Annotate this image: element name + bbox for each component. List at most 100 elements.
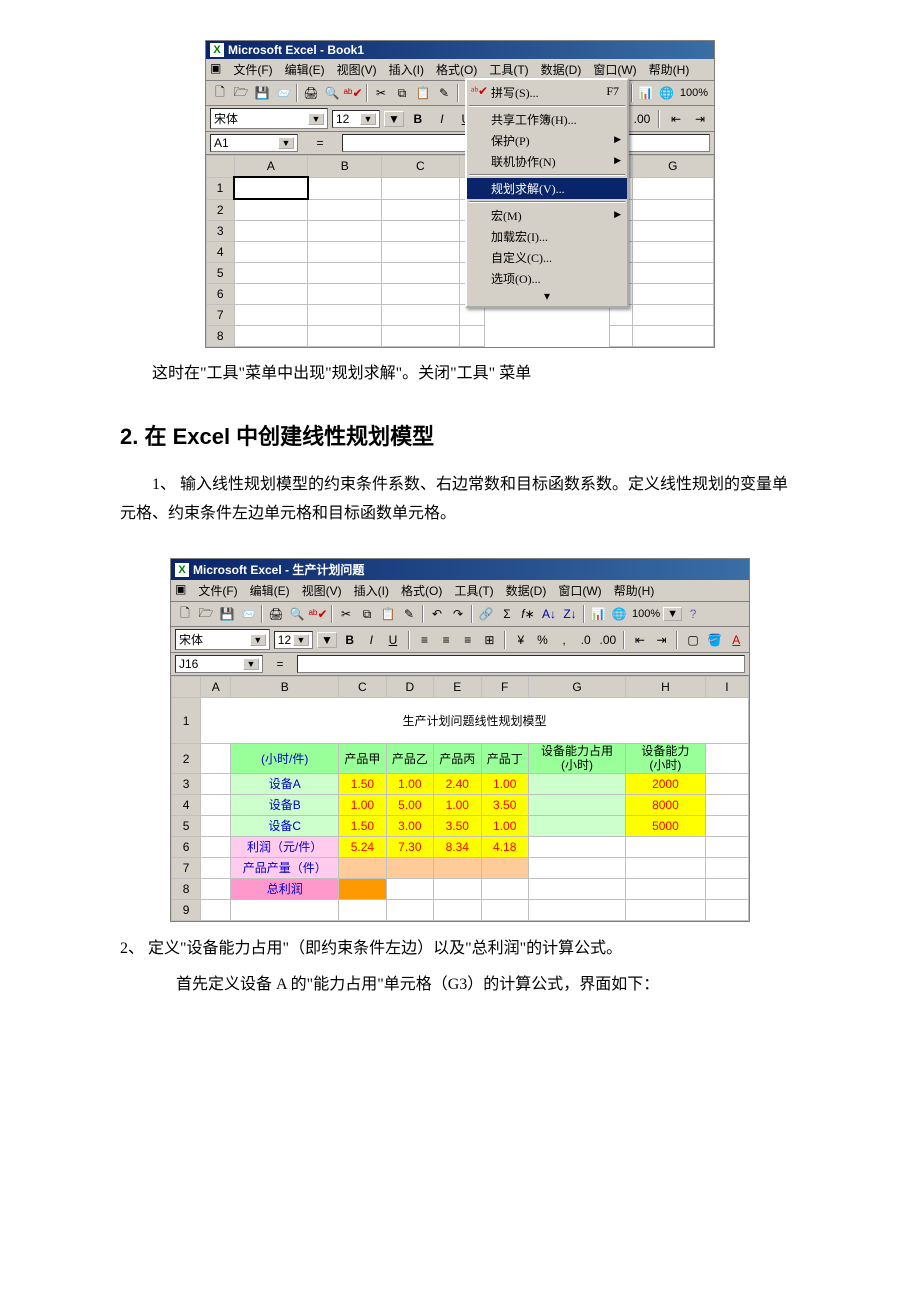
zoom-value[interactable]: 100% [678, 87, 710, 99]
menu-item-online[interactable]: 联机协作(N) [467, 151, 627, 172]
col-header[interactable]: A [201, 677, 231, 698]
paste-icon[interactable]: 📋 [378, 604, 398, 624]
underline-icon[interactable]: U [384, 630, 402, 650]
save-icon[interactable]: 💾 [217, 604, 237, 624]
cell-ref-box[interactable]: A1▼ [210, 134, 298, 152]
row-header[interactable]: 6 [172, 836, 201, 857]
indent-dec-icon[interactable]: ⇤ [631, 630, 649, 650]
menu-edit[interactable]: 编辑(E) [245, 581, 295, 600]
italic-icon[interactable]: I [432, 109, 452, 129]
italic-icon[interactable]: I [363, 630, 381, 650]
dec-decimal-icon[interactable]: .00 [632, 109, 652, 129]
menu-window[interactable]: 窗口(W) [553, 581, 606, 600]
row-header[interactable]: 5 [207, 263, 235, 284]
menu-insert[interactable]: 插入(I) [349, 581, 394, 600]
map-icon[interactable]: 🌐 [657, 83, 677, 103]
hyperlink-icon[interactable]: 🔗 [476, 604, 496, 624]
align-left-icon[interactable]: ≡ [416, 630, 434, 650]
row-header[interactable]: 3 [172, 773, 201, 794]
col-header[interactable]: D [386, 677, 433, 698]
row-header[interactable]: 7 [172, 857, 201, 878]
menu-item-solver[interactable]: 规划求解(V)... [467, 178, 627, 199]
fontsize-combo[interactable]: 12▼ [274, 631, 313, 649]
function-icon[interactable]: f∗ [518, 604, 538, 624]
help-icon[interactable]: ? [683, 604, 703, 624]
menu-insert[interactable]: 插入(I) [384, 60, 429, 79]
grid-corner[interactable] [172, 677, 201, 698]
open-icon[interactable]: 🗁 [231, 83, 251, 103]
row-header[interactable]: 4 [207, 242, 235, 263]
row-header[interactable]: 8 [207, 326, 235, 347]
border-icon[interactable]: ▢ [684, 630, 702, 650]
sort-asc-icon[interactable]: A↓ [539, 604, 559, 624]
dec-decimal-icon[interactable]: .00 [599, 630, 618, 650]
row-header[interactable]: 4 [172, 794, 201, 815]
formula-input[interactable] [297, 655, 745, 673]
open-icon[interactable]: 🗁 [196, 604, 216, 624]
inc-decimal-icon[interactable]: .0 [577, 630, 595, 650]
col-header[interactable]: G [528, 677, 625, 698]
print-icon[interactable]: 🖨 [266, 604, 286, 624]
cell-ref-box[interactable]: J16▼ [175, 655, 263, 673]
menu-help[interactable]: 帮助(H) [609, 581, 660, 600]
row-header[interactable]: 5 [172, 815, 201, 836]
col-header[interactable]: C [339, 677, 386, 698]
menu-data[interactable]: 数据(D) [501, 581, 552, 600]
row-header[interactable]: 2 [207, 199, 235, 221]
zoom-dropdown[interactable]: ▼ [663, 607, 682, 621]
map-icon[interactable]: 🌐 [609, 604, 629, 624]
menu-window[interactable]: 窗口(W) [588, 60, 641, 79]
format-painter-icon[interactable]: ✎ [399, 604, 419, 624]
paste-icon[interactable]: 📋 [413, 83, 433, 103]
mail-icon[interactable]: 📨 [273, 83, 293, 103]
menu-item-spell[interactable]: ᵃᵇ✔ 拼写(S)... F7 [467, 82, 627, 103]
font-combo[interactable]: 宋体▼ [175, 629, 270, 650]
grid-corner[interactable] [207, 156, 235, 178]
row-header[interactable]: 6 [207, 284, 235, 305]
menu-item-protect[interactable]: 保护(P) [467, 130, 627, 151]
save-icon[interactable]: 💾 [252, 83, 272, 103]
align-right-icon[interactable]: ≡ [459, 630, 477, 650]
fontsize-combo[interactable]: 12▼ [332, 110, 380, 128]
format-painter-icon[interactable]: ✎ [434, 83, 454, 103]
cut-icon[interactable]: ✂ [336, 604, 356, 624]
menu-item-addin[interactable]: 加载宏(I)... [467, 226, 627, 247]
font-color-icon[interactable]: A [727, 630, 745, 650]
bold-icon[interactable]: B [341, 630, 359, 650]
print-icon[interactable]: 🖨 [301, 83, 321, 103]
menu-item-options[interactable]: 选项(O)... [467, 268, 627, 289]
col-header[interactable]: F [481, 677, 528, 698]
menu-view[interactable]: 视图(V) [332, 60, 382, 79]
menu-format[interactable]: 格式(O) [396, 581, 447, 600]
fill-color-icon[interactable]: 🪣 [706, 630, 724, 650]
col-header[interactable]: E [434, 677, 481, 698]
row-header[interactable]: 2 [172, 744, 201, 773]
menu-edit[interactable]: 编辑(E) [280, 60, 330, 79]
col-header[interactable]: I [705, 677, 748, 698]
menu-item-macro[interactable]: 宏(M) [467, 205, 627, 226]
preview-icon[interactable]: 🔍 [322, 83, 342, 103]
merge-icon[interactable]: ⊞ [481, 630, 499, 650]
autosum-icon[interactable]: Σ [497, 604, 517, 624]
menu-file[interactable]: 文件(F) [228, 60, 277, 79]
col-header[interactable]: A [234, 156, 308, 178]
chart-icon[interactable]: 📊 [588, 604, 608, 624]
col-header[interactable]: B [231, 677, 339, 698]
more-dropdown[interactable]: ▼ [317, 632, 337, 648]
copy-icon[interactable]: ⧉ [357, 604, 377, 624]
menu-help[interactable]: 帮助(H) [644, 60, 695, 79]
menu-format[interactable]: 格式(O) [431, 60, 482, 79]
menu-file[interactable]: 文件(F) [193, 581, 242, 600]
menu-tools[interactable]: 工具(T) [484, 60, 533, 79]
row-header[interactable]: 3 [207, 221, 235, 242]
bold-icon[interactable]: B [408, 109, 428, 129]
redo-icon[interactable]: ↷ [448, 604, 468, 624]
mail-icon[interactable]: 📨 [238, 604, 258, 624]
new-icon[interactable]: 🗋 [210, 83, 230, 103]
menu-view[interactable]: 视图(V) [297, 581, 347, 600]
menu-item-share[interactable]: 共享工作簿(H)... [467, 109, 627, 130]
col-header[interactable]: C [382, 156, 460, 178]
font-combo[interactable]: 宋体▼ [210, 108, 328, 129]
menu-tools[interactable]: 工具(T) [449, 581, 498, 600]
zoom-value[interactable]: 100% [630, 608, 662, 620]
